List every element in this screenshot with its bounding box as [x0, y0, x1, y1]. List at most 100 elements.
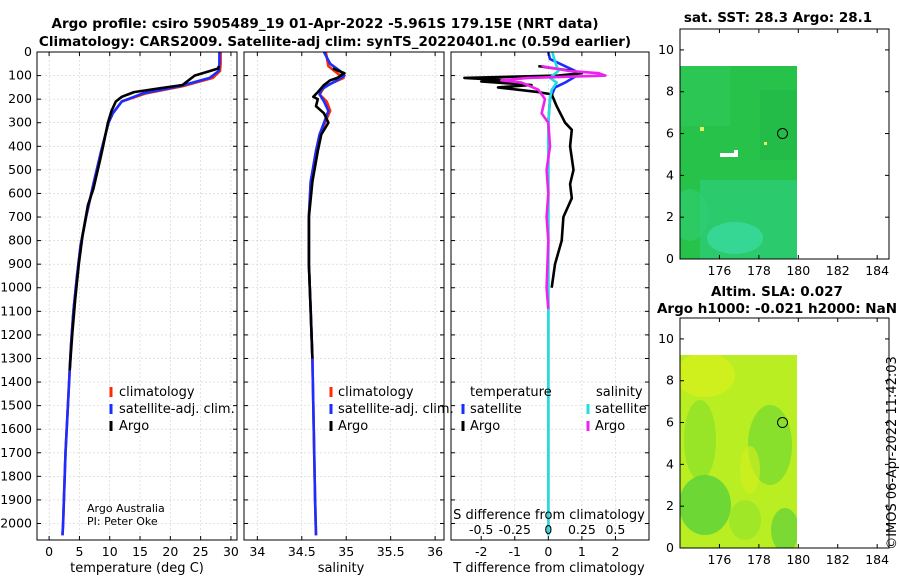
series-temperature-satellite	[546, 51, 579, 536]
sla-patch	[680, 475, 731, 535]
series-argo	[68, 65, 221, 371]
legend-label-t-satellite: satellite	[470, 402, 522, 417]
map-x-tick-label: 176	[708, 552, 732, 567]
legend-label-climatology: climatology	[119, 385, 195, 400]
y-tick-label: 0	[24, 44, 32, 59]
s-tick-label: -0.25	[499, 522, 531, 537]
map-y-tick-label: 6	[666, 126, 674, 141]
annotation-institution: Argo Australia	[87, 502, 165, 515]
legend-label-t-argo: Argo	[470, 419, 500, 434]
s-tick-label: -0.5	[469, 522, 493, 537]
y-tick-label: 300	[8, 115, 32, 130]
x-tick-label: 35.5	[377, 544, 405, 559]
series-argo	[307, 67, 346, 359]
y-tick-label: 1600	[0, 421, 32, 436]
sla-patch	[740, 446, 760, 494]
x-tick-label: -2	[475, 544, 487, 559]
legend-label-argo: Argo	[119, 419, 149, 434]
sla-argo-marker	[777, 417, 789, 429]
s-tick-label: 0.25	[568, 522, 596, 537]
legend-header-temperature: temperature	[470, 385, 552, 400]
map-x-tick-label: 178	[747, 263, 771, 278]
temperature-xlabel: temperature (deg C)	[70, 561, 204, 576]
sst-missing-data	[764, 142, 767, 145]
y-tick-label: 1000	[0, 280, 32, 295]
sst-axes-box	[679, 28, 890, 260]
x-tick-label: 0	[45, 544, 53, 559]
sla-map-title-1: Altim. SLA: 0.027	[711, 284, 843, 300]
sst-missing-data	[720, 153, 737, 157]
map-y-tick-label: 2	[666, 209, 674, 224]
difference-curves	[463, 51, 607, 536]
x-tick-label: 34.5	[288, 544, 316, 559]
sst-missing-data	[734, 150, 738, 157]
temperature-panel: 0 5 10 15 20 25 300100200300400500600700800900…	[0, 44, 239, 576]
annotation-pi: PI: Peter Oke	[87, 515, 158, 528]
difference-grid	[451, 51, 649, 540]
map-y-tick-label: 10	[658, 42, 674, 57]
sst-patch	[707, 222, 763, 254]
y-tick-label: 1100	[0, 303, 32, 318]
x-tick-label: 35	[338, 544, 354, 559]
x-tick-label: 25	[193, 544, 209, 559]
salinity-ticks: 34 34.5 35 35.5 36	[244, 51, 444, 559]
s-tick-label: 0	[544, 522, 552, 537]
s-tick-label: 0.5	[605, 522, 625, 537]
map-y-tick-label: 2	[666, 498, 674, 513]
map-x-tick-label: 182	[826, 263, 850, 278]
legend-label-satellite: satellite-adj. clim.	[338, 402, 454, 417]
legend-label-s-argo: Argo	[595, 419, 625, 434]
map-y-tick-label: 8	[666, 373, 674, 388]
x-tick-label: 0	[544, 544, 552, 559]
sst-map-panel: sat. SST: 28.3 Argo: 28.1 176 178 180 182 18…	[658, 10, 890, 278]
x-tick-label: 30	[223, 544, 239, 559]
sst-patch	[760, 90, 797, 160]
salinity-grid	[244, 51, 444, 540]
difference-t-xlabel: T difference from climatology	[452, 561, 645, 576]
y-tick-label: 1400	[0, 374, 32, 389]
y-tick-label: 600	[8, 185, 32, 200]
y-tick-label: 1200	[0, 327, 32, 342]
map-x-tick-label: 180	[786, 552, 810, 567]
sst-patch	[680, 66, 730, 126]
x-tick-label: 36	[427, 544, 443, 559]
series-climatology	[61, 52, 222, 536]
sla-patch	[680, 355, 735, 397]
x-tick-label: 2	[611, 544, 619, 559]
legend-label-s-satellite: satellite	[595, 402, 647, 417]
difference-ticks: -2 -1 0 1 2 -0.5 -0.25 0 0.25 0.5	[451, 51, 649, 559]
salinity-panel: 34 34.5 35 35.5 36 salinity climatology sate…	[243, 51, 454, 576]
y-tick-label: 900	[8, 256, 32, 271]
map-x-tick-label: 180	[786, 263, 810, 278]
y-tick-label: 1700	[0, 445, 32, 460]
sst-map-title: sat. SST: 28.3 Argo: 28.1	[684, 10, 872, 26]
series-satellite-adj-clim-	[307, 51, 346, 536]
sla-map-title-2: Argo h1000: -0.021 h2000: NaN	[657, 301, 897, 317]
map-x-tick-label: 182	[826, 552, 850, 567]
legend-label-satellite: satellite-adj. clim.	[119, 402, 235, 417]
map-y-tick-label: 6	[666, 415, 674, 430]
sla-heatmap	[680, 355, 797, 548]
series-satellite-adj-clim-	[61, 52, 221, 536]
legend-label-argo: Argo	[338, 419, 368, 434]
temperature-curves	[61, 52, 222, 536]
x-tick-label: 34	[249, 544, 265, 559]
y-tick-label: 100	[8, 68, 32, 83]
sst-argo-marker	[777, 128, 789, 140]
temperature-ticks: 0 5 10 15 20 25 300100200300400500600700800900…	[0, 44, 239, 559]
map-y-tick-label: 0	[666, 251, 674, 266]
map-x-tick-label: 184	[865, 263, 889, 278]
map-x-tick-label: 178	[747, 552, 771, 567]
y-tick-label: 800	[8, 233, 32, 248]
y-tick-label: 1500	[0, 398, 32, 413]
map-y-tick-label: 4	[666, 456, 674, 471]
series-salinity-argo	[499, 64, 607, 310]
x-tick-label: 20	[162, 544, 178, 559]
sla-patch	[729, 500, 761, 540]
y-tick-label: 200	[8, 91, 32, 106]
sla-patch	[684, 400, 716, 480]
y-tick-label: 1900	[0, 492, 32, 507]
x-tick-label: 1	[578, 544, 586, 559]
y-tick-label: 2000	[0, 515, 32, 530]
